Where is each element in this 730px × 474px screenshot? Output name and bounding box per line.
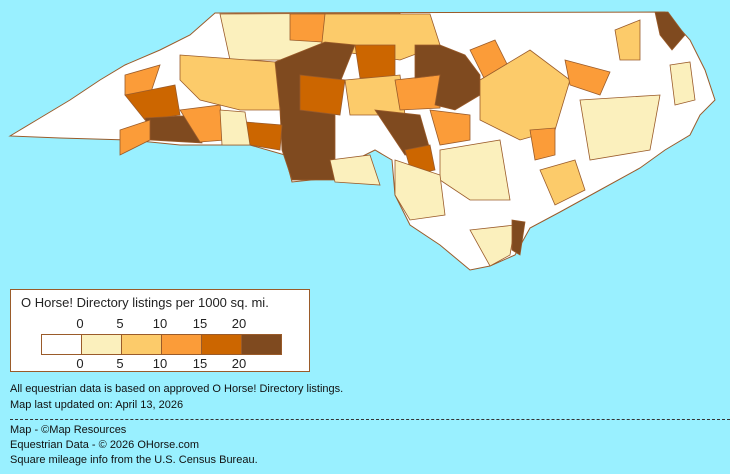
legend-swatch [162, 335, 202, 354]
county-region [529, 127, 556, 161]
county-region [394, 159, 446, 221]
divider [10, 419, 730, 420]
county-region [329, 154, 381, 186]
county-region [429, 109, 471, 146]
legend-swatch [42, 335, 82, 354]
legend: O Horse! Directory listings per 1000 sq.… [10, 289, 310, 372]
county-region [654, 11, 686, 51]
census-credit: Square mileage info from the U.S. Census… [10, 454, 258, 466]
county-region [244, 121, 283, 151]
data-basis-note: All equestrian data is based on approved… [10, 383, 344, 395]
legend-tick: 15 [192, 316, 208, 331]
legend-tick: 0 [76, 356, 84, 371]
map-credit: Map - ©Map Resources [10, 424, 127, 436]
legend-tick: 20 [231, 356, 247, 371]
legend-swatch [202, 335, 242, 354]
county-region [414, 44, 481, 111]
county-region [469, 224, 516, 267]
county-region [289, 13, 326, 43]
county-region [511, 219, 526, 256]
legend-tick: 0 [76, 316, 84, 331]
legend-tick: 20 [231, 316, 247, 331]
county-region [394, 74, 441, 111]
county-region [119, 119, 151, 156]
legend-tick: 5 [116, 356, 124, 371]
legend-color-scale [41, 334, 282, 355]
county-region [564, 59, 611, 96]
last-updated-note: Map last updated on: April 13, 2026 [10, 399, 184, 411]
legend-tick: 15 [192, 356, 208, 371]
county-region [354, 44, 396, 79]
county-region [179, 54, 281, 111]
legend-swatch [242, 335, 281, 354]
legend-title: O Horse! Directory listings per 1000 sq.… [21, 295, 269, 310]
county-region [614, 19, 641, 61]
legend-tick: 10 [152, 316, 168, 331]
county-region [219, 109, 251, 146]
legend-swatch [122, 335, 162, 354]
legend-tick: 10 [152, 356, 168, 371]
county-region [669, 61, 696, 106]
legend-tick: 5 [116, 316, 124, 331]
county-region [539, 159, 586, 206]
county-region [299, 74, 346, 116]
legend-swatch [82, 335, 122, 354]
county-region [124, 84, 181, 121]
data-credit: Equestrian Data - © 2026 OHorse.com [10, 439, 200, 451]
county-region [579, 94, 661, 161]
